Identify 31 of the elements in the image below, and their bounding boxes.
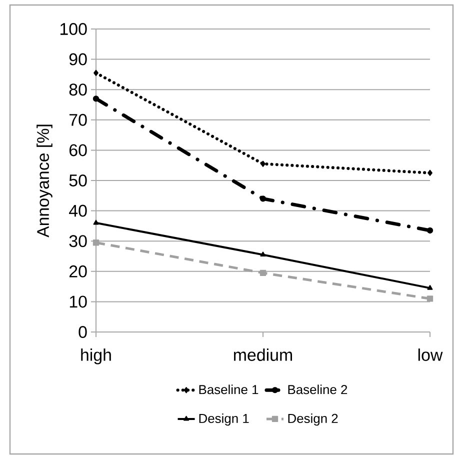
point <box>260 160 266 167</box>
y-tick-label: 0 <box>78 326 87 338</box>
legend-label: Design 2 <box>288 414 338 426</box>
point <box>94 70 98 76</box>
point <box>260 196 266 202</box>
legend-label: Design 1 <box>199 414 249 426</box>
y-tick-label: 100 <box>60 22 87 35</box>
point <box>260 252 266 257</box>
legend-label: Baseline 1 <box>199 384 258 394</box>
point <box>427 284 433 290</box>
legend-label: Baseline 2 <box>288 384 348 394</box>
point <box>426 227 434 234</box>
point <box>426 296 434 302</box>
point <box>92 96 100 102</box>
y-tick-label: 50 <box>69 174 87 186</box>
y-tick-label: 20 <box>70 265 87 278</box>
point <box>92 240 100 246</box>
point <box>260 270 266 276</box>
x-tick-label: high <box>81 348 111 364</box>
point <box>428 170 432 176</box>
y-tick-label: 90 <box>69 53 87 66</box>
x-tick-label: low <box>418 348 443 361</box>
y-axis-title: Annoyance [%] <box>36 124 52 238</box>
y-tick-label: 70 <box>70 114 87 126</box>
x-tick-label: medium <box>234 348 292 361</box>
point <box>93 220 99 225</box>
y-tick-label: 60 <box>70 144 87 156</box>
y-tick-label: 40 <box>69 204 87 217</box>
y-tick-label: 10 <box>70 296 87 308</box>
y-tick-label: 80 <box>69 84 87 96</box>
y-tick-label: 30 <box>69 235 87 248</box>
